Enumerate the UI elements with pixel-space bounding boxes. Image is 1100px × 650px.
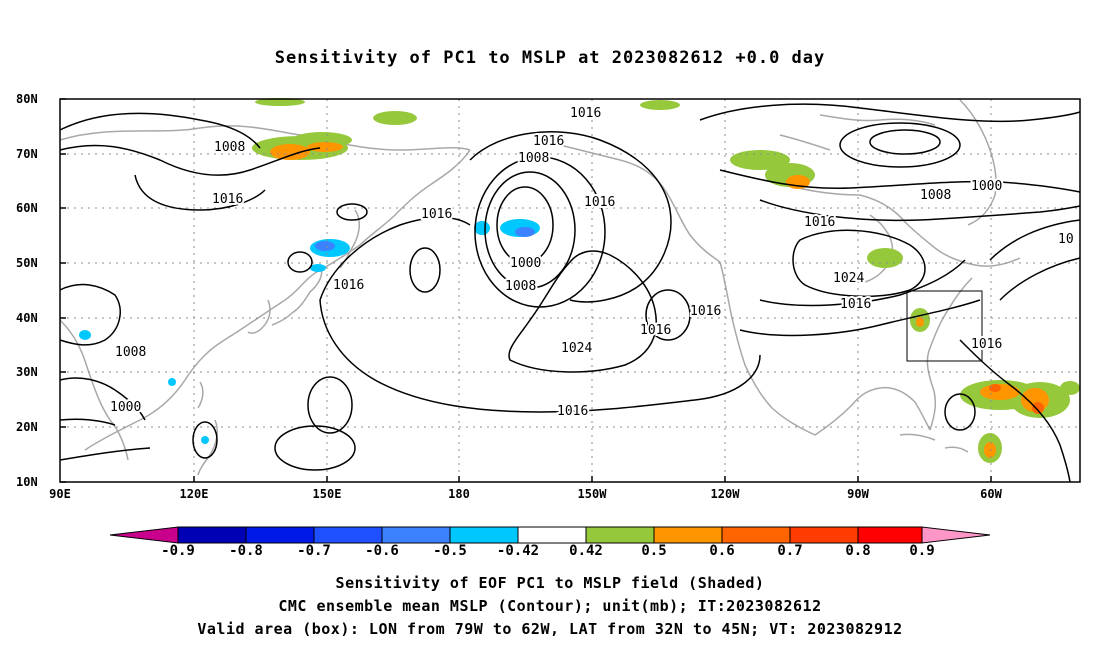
colorbar-arrow-right (921, 526, 991, 544)
valid-area-box (906, 290, 983, 362)
sensitivity-shading (79, 98, 1080, 463)
isobar-label: 1000 (110, 400, 141, 415)
colorbar-bin (177, 526, 247, 544)
isobar-label: 1024 (833, 271, 864, 286)
isobar-label: 1024 (561, 341, 592, 356)
colorbar-bin (381, 526, 451, 544)
colorbar-bin (517, 526, 587, 544)
isobar-label: 1016 (212, 192, 243, 207)
colorbar-label: 0.42 (569, 543, 603, 559)
lon-label: 60W (980, 487, 1002, 501)
lat-label: 20N (16, 420, 38, 434)
isobar-label: 1016 (840, 297, 871, 312)
colorbar-bin (449, 526, 519, 544)
isobar-label: 1008 (214, 140, 245, 155)
isobar-label: 1016 (584, 195, 615, 210)
colorbar-bin (721, 526, 791, 544)
isobar-label: 1016 (971, 337, 1002, 352)
caption-line-1: Sensitivity of EOF PC1 to MSLP field (Sh… (335, 574, 765, 592)
isobar-label: 1016 (333, 278, 364, 293)
lon-label: 120E (179, 487, 209, 501)
lon-label: 150E (312, 487, 342, 501)
caption-line-2: CMC ensemble mean MSLP (Contour); unit(m… (278, 597, 822, 615)
colorbar-label: -0.42 (496, 543, 540, 559)
isobar-label: 10 (1058, 232, 1074, 247)
isobar-label: 1016 (533, 134, 564, 149)
lat-label: 60N (16, 201, 38, 215)
isobar-label: 1016 (421, 207, 452, 222)
mslp-contours (59, 103, 1081, 483)
plot-title: Sensitivity of PC1 to MSLP at 2023082612… (274, 48, 826, 68)
colorbar-bin (245, 526, 315, 544)
colorbar-label: 0.8 (845, 543, 871, 559)
colorbar-bin (585, 526, 655, 544)
colorbar-label: -0.8 (229, 543, 263, 559)
lat-label: 30N (16, 365, 38, 379)
colorbar-label: -0.7 (297, 543, 331, 559)
colorbar-bin (857, 526, 923, 544)
isobar-label: 1008 (518, 151, 549, 166)
colorbar-arrow-left (109, 526, 179, 544)
coastlines (59, 99, 1021, 476)
lon-label: 180 (448, 487, 470, 501)
colorbar-label: -0.9 (161, 543, 195, 559)
isobar-label: 1008 (505, 279, 536, 294)
colorbar (109, 526, 991, 544)
lat-label: 70N (16, 147, 38, 161)
isobar-label: 1016 (640, 323, 671, 338)
isobar-label: 1000 (510, 256, 541, 271)
colorbar-bin (789, 526, 859, 544)
lat-label: 40N (16, 311, 38, 325)
lon-label: 90E (49, 487, 71, 501)
colorbar-bin (313, 526, 383, 544)
lon-label: 90W (847, 487, 869, 501)
caption-line-3: Valid area (box): LON from 79W to 62W, L… (197, 620, 903, 638)
isobar-label: 1000 (971, 179, 1002, 194)
colorbar-label: -0.5 (433, 543, 467, 559)
isobar-label: 1016 (557, 404, 588, 419)
lon-label: 120W (710, 487, 740, 501)
isobar-label: 1016 (804, 215, 835, 230)
lat-label: 50N (16, 256, 38, 270)
lat-label: 80N (16, 92, 38, 106)
colorbar-label: 0.6 (709, 543, 735, 559)
lon-label: 150W (577, 487, 607, 501)
colorbar-label: -0.6 (365, 543, 399, 559)
lat-lon-grid (60, 99, 1080, 482)
colorbar-label: 0.5 (641, 543, 667, 559)
isobar-label: 1008 (115, 345, 146, 360)
isobar-label: 1016 (690, 304, 721, 319)
isobar-label: 1008 (920, 188, 951, 203)
colorbar-label: 0.9 (909, 543, 935, 559)
colorbar-label: 0.7 (777, 543, 803, 559)
colorbar-bin (653, 526, 723, 544)
isobar-label: 1016 (570, 106, 601, 121)
lat-label: 10N (16, 475, 38, 489)
